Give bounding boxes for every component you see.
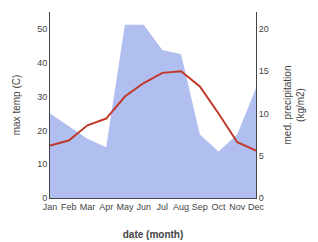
- svg-text:med. precipitation(kg/m2): med. precipitation(kg/m2): [282, 66, 306, 145]
- svg-text:10: 10: [259, 109, 269, 119]
- svg-text:Apr: Apr: [99, 202, 113, 212]
- svg-text:Jul: Jul: [157, 202, 169, 212]
- svg-text:20: 20: [259, 24, 269, 34]
- svg-text:May: May: [116, 202, 134, 212]
- svg-text:Jan: Jan: [43, 202, 58, 212]
- svg-text:30: 30: [37, 92, 47, 102]
- svg-text:Sep: Sep: [192, 202, 208, 212]
- svg-text:Nov: Nov: [229, 202, 246, 212]
- svg-text:0: 0: [259, 193, 264, 203]
- svg-text:Dec: Dec: [248, 202, 265, 212]
- svg-text:Mar: Mar: [80, 202, 96, 212]
- svg-text:max temp (C): max temp (C): [11, 75, 22, 136]
- svg-text:Oct: Oct: [212, 202, 227, 212]
- svg-text:20: 20: [37, 126, 47, 136]
- svg-text:40: 40: [37, 58, 47, 68]
- svg-text:5: 5: [259, 151, 264, 161]
- svg-text:Jun: Jun: [136, 202, 151, 212]
- svg-text:date (month): date (month): [123, 229, 184, 240]
- svg-text:50: 50: [37, 24, 47, 34]
- svg-text:0: 0: [42, 193, 47, 203]
- svg-text:15: 15: [259, 66, 269, 76]
- svg-text:Feb: Feb: [61, 202, 77, 212]
- svg-text:Aug: Aug: [173, 202, 189, 212]
- svg-text:10: 10: [37, 159, 47, 169]
